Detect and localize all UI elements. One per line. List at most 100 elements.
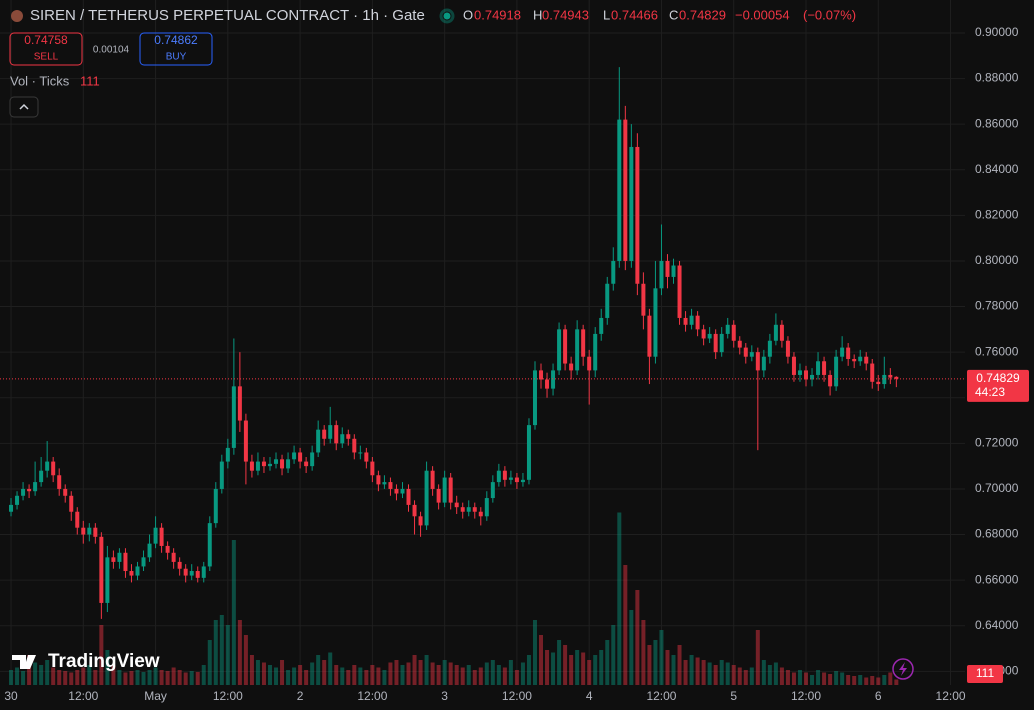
candle-body	[888, 374, 893, 378]
legend-value: 0.74829	[679, 7, 726, 22]
volume-bar	[69, 672, 74, 685]
x-tick-label: 12:00	[791, 689, 821, 703]
x-tick-label: 4	[586, 689, 593, 703]
volume-bar	[165, 671, 170, 685]
candle-body	[183, 568, 188, 576]
candle-body	[882, 374, 887, 385]
volume-bar	[292, 667, 297, 685]
legend-value: 0.74918	[474, 7, 521, 22]
volume-bar	[557, 640, 562, 685]
candle-body	[876, 381, 881, 385]
volume-bar	[316, 655, 321, 685]
candle-body	[274, 459, 279, 464]
volume-bar	[111, 665, 116, 685]
candle-body	[298, 452, 303, 462]
candle-body	[514, 477, 519, 483]
candle-body	[779, 324, 784, 341]
volume-bar	[816, 670, 821, 685]
candle-body	[207, 523, 212, 567]
watermark-logo	[12, 655, 36, 669]
sell-label[interactable]: SELL	[34, 52, 59, 63]
volume-bar	[852, 676, 857, 685]
y-tick-label: 0.86000	[975, 116, 1019, 130]
volume-bar	[575, 650, 580, 685]
collapse-button[interactable]	[9, 96, 39, 118]
candle-body	[659, 260, 664, 289]
volume-bar	[737, 667, 742, 685]
candle-body	[87, 527, 92, 535]
candle-body	[791, 356, 796, 375]
volume-bar	[719, 660, 724, 685]
x-tick-label: 12:00	[213, 689, 243, 703]
volume-bar	[261, 662, 266, 685]
candle-body	[575, 329, 580, 371]
buy-button[interactable]	[139, 32, 213, 66]
candle-body	[707, 333, 712, 339]
volume-bar	[858, 675, 863, 685]
sell-button[interactable]	[9, 32, 83, 66]
volume-bar	[767, 665, 772, 685]
candle-body	[141, 557, 146, 567]
buy-price[interactable]: 0.74862	[154, 33, 198, 47]
candle-body	[442, 477, 447, 503]
watermark: TradingView	[48, 651, 160, 672]
volume-bar	[231, 540, 236, 685]
volume-bar	[846, 675, 851, 685]
candle-body	[292, 452, 297, 460]
legend-value: 0.74466	[611, 7, 658, 22]
candle-body	[9, 504, 14, 512]
x-tick-label: May	[144, 689, 167, 703]
candle-body	[376, 475, 381, 485]
candle-body	[804, 370, 809, 380]
volume-bar	[237, 620, 242, 685]
candle-body	[219, 461, 224, 489]
candle-body	[117, 552, 122, 562]
volume-bar	[39, 665, 44, 685]
buy-label[interactable]: BUY	[166, 52, 187, 63]
volume-bar	[51, 667, 56, 685]
candle-body	[51, 461, 56, 476]
candle-body	[773, 324, 778, 341]
volume-bar	[153, 667, 158, 685]
candle-body	[412, 504, 417, 517]
x-tick-label: 5	[730, 689, 737, 703]
chart-title[interactable]: SIREN / TETHERUS PERPETUAL CONTRACT · 1h…	[30, 7, 425, 24]
volume-bar	[526, 655, 531, 685]
candle-body	[75, 511, 80, 528]
volume-bar	[743, 670, 748, 685]
volume-bar	[448, 662, 453, 685]
volume-bar	[623, 565, 628, 685]
volume-bar	[346, 670, 351, 685]
candle-body	[641, 283, 646, 316]
volume-bar	[376, 667, 381, 685]
volume-bar	[207, 640, 212, 685]
volume-bar	[701, 660, 706, 685]
candle-body	[731, 324, 736, 341]
volume-bar	[653, 640, 658, 685]
last-price: 0.74829	[976, 371, 1020, 385]
candle-body	[436, 488, 441, 503]
last-price-tag	[967, 369, 1029, 402]
volume-bar	[683, 660, 688, 685]
volume-bar	[707, 662, 712, 685]
candle-body	[123, 552, 128, 572]
y-tick-label: 0.78000	[975, 299, 1019, 313]
volume-bar	[189, 671, 194, 685]
candle-body	[617, 119, 622, 261]
candle-body	[858, 356, 863, 362]
candle-body	[364, 452, 369, 462]
volume-bar	[304, 670, 309, 685]
candle-body	[864, 356, 869, 364]
candle-body	[99, 536, 104, 603]
candle-body	[261, 461, 266, 467]
y-tick-label: 0.80000	[975, 253, 1019, 267]
candle-body	[370, 461, 375, 476]
alert-icon[interactable]	[892, 658, 914, 680]
candle-body	[430, 470, 435, 489]
candle-body	[526, 425, 531, 480]
volume-bar	[779, 667, 784, 685]
sell-price[interactable]: 0.74758	[24, 33, 68, 47]
volume-bar	[828, 674, 833, 685]
candle-body	[539, 370, 544, 380]
volume-bar	[502, 667, 507, 685]
